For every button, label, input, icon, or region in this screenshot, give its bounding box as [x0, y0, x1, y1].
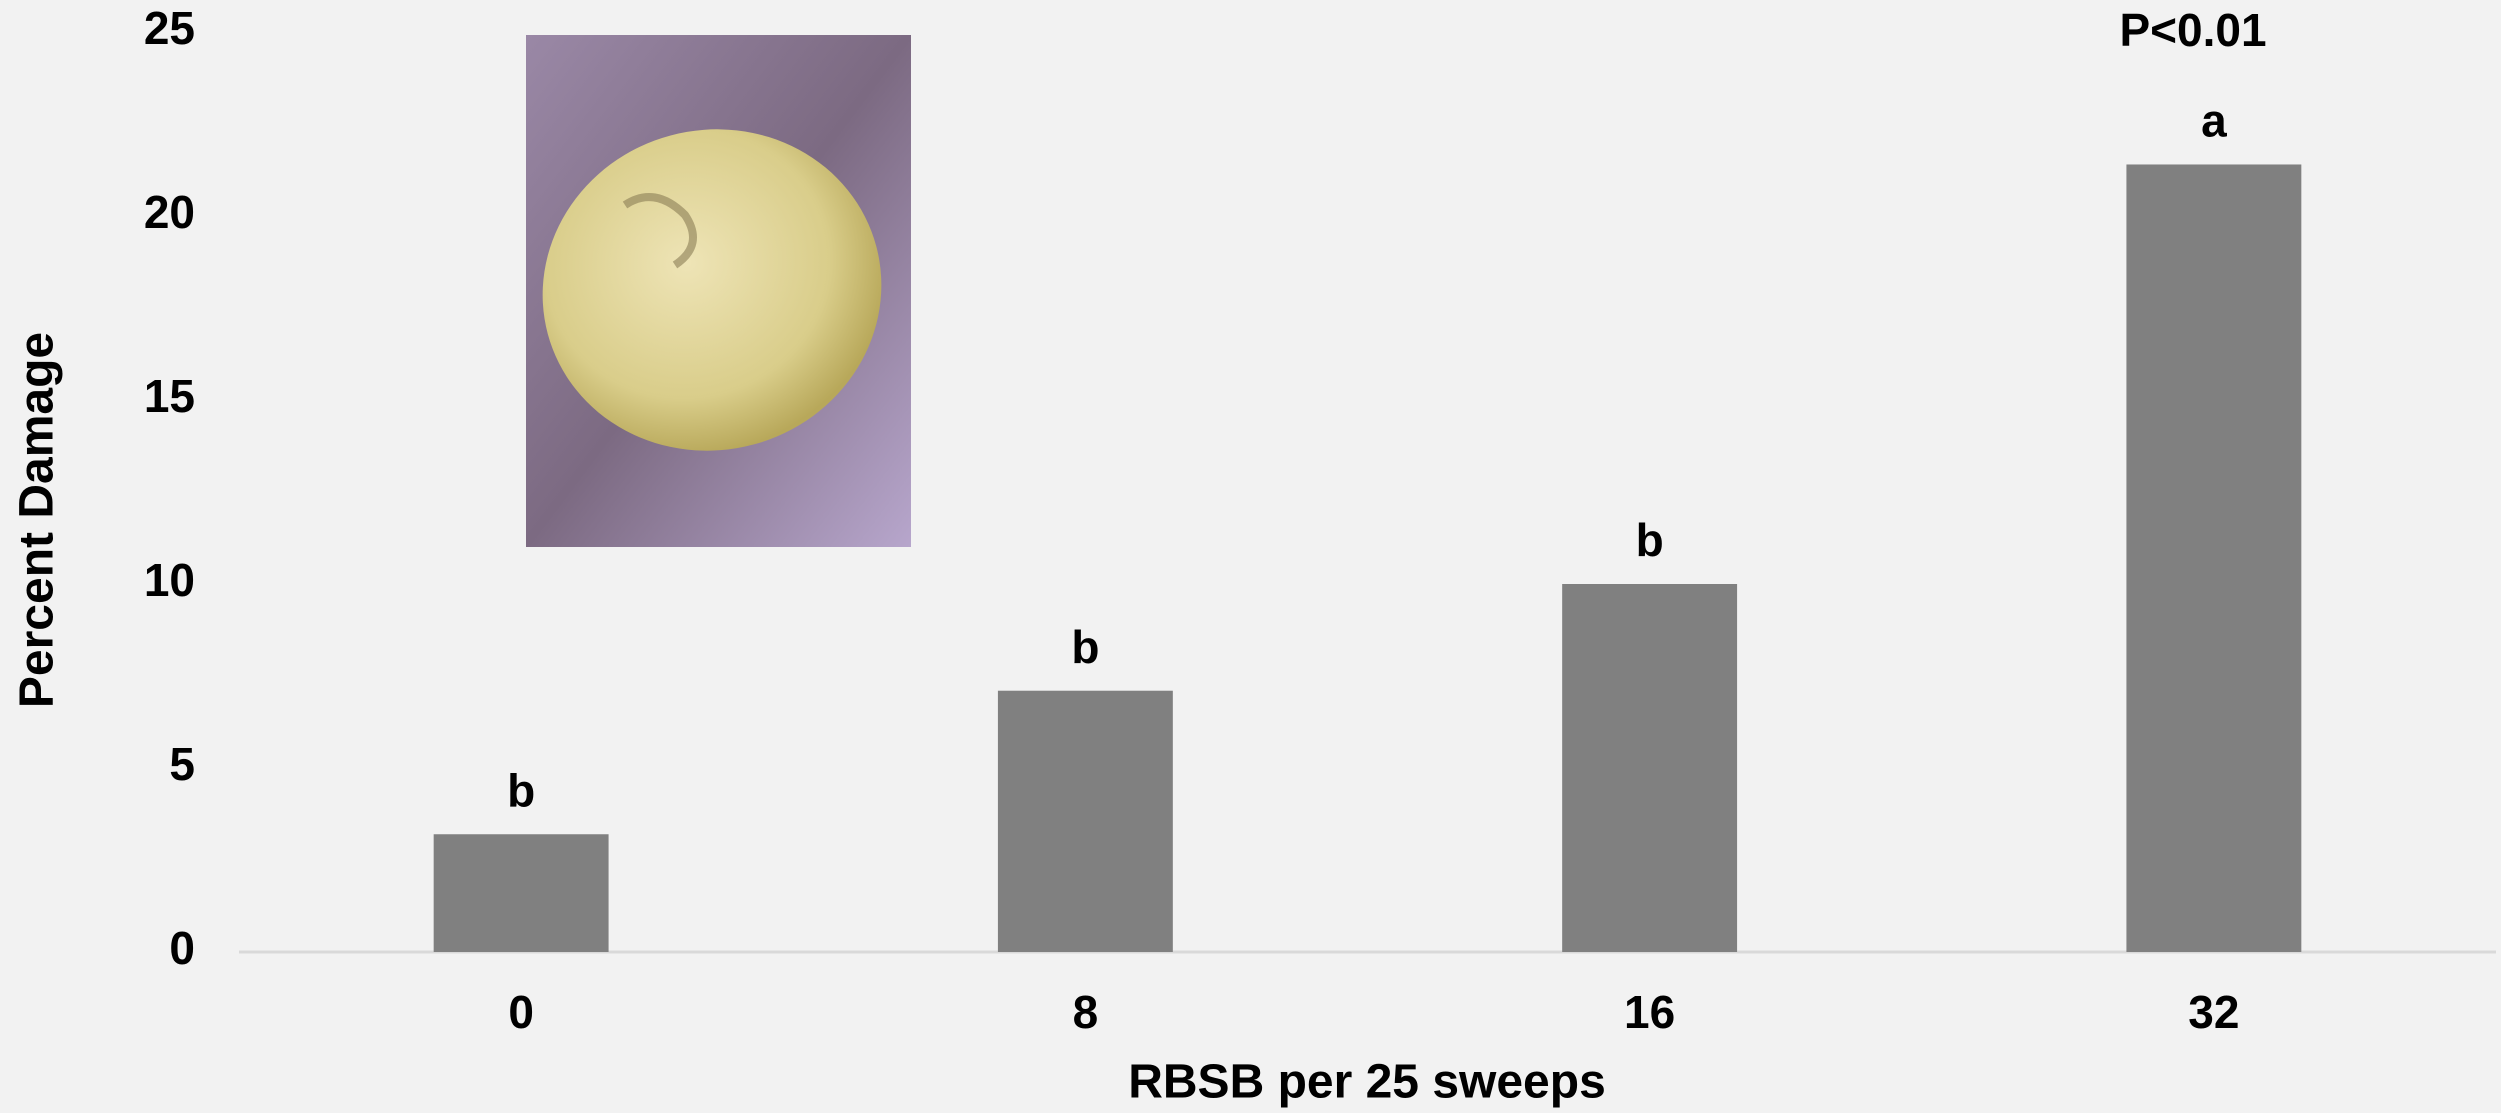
y-axis-title: Percent Damage: [11, 332, 64, 708]
bar: [2126, 164, 2302, 953]
bar: [1562, 584, 1738, 952]
y-tick-label: 25: [144, 2, 195, 54]
x-axis-title: RBSB per 25 sweeps: [1128, 1056, 1606, 1109]
significance-letter: b: [507, 764, 535, 816]
y-tick-label: 20: [144, 186, 195, 238]
x-tick-label: 32: [2188, 986, 2239, 1038]
significance-letter: b: [1636, 514, 1664, 566]
x-tick-label: 0: [508, 986, 534, 1038]
y-tick-label: 5: [169, 738, 195, 790]
bar: [433, 834, 609, 952]
x-tick-label: 8: [1073, 986, 1099, 1038]
bar: [997, 690, 1173, 952]
y-tick-label: 0: [169, 922, 195, 974]
y-tick-label: 10: [144, 554, 195, 606]
y-tick-label: 15: [144, 370, 195, 422]
seed-photo: [526, 35, 911, 547]
p-value-note: P<0.01: [2119, 4, 2266, 56]
x-tick-label: 16: [1624, 986, 1675, 1038]
significance-letter: b: [1071, 621, 1099, 673]
significance-letter: a: [2201, 95, 2227, 147]
